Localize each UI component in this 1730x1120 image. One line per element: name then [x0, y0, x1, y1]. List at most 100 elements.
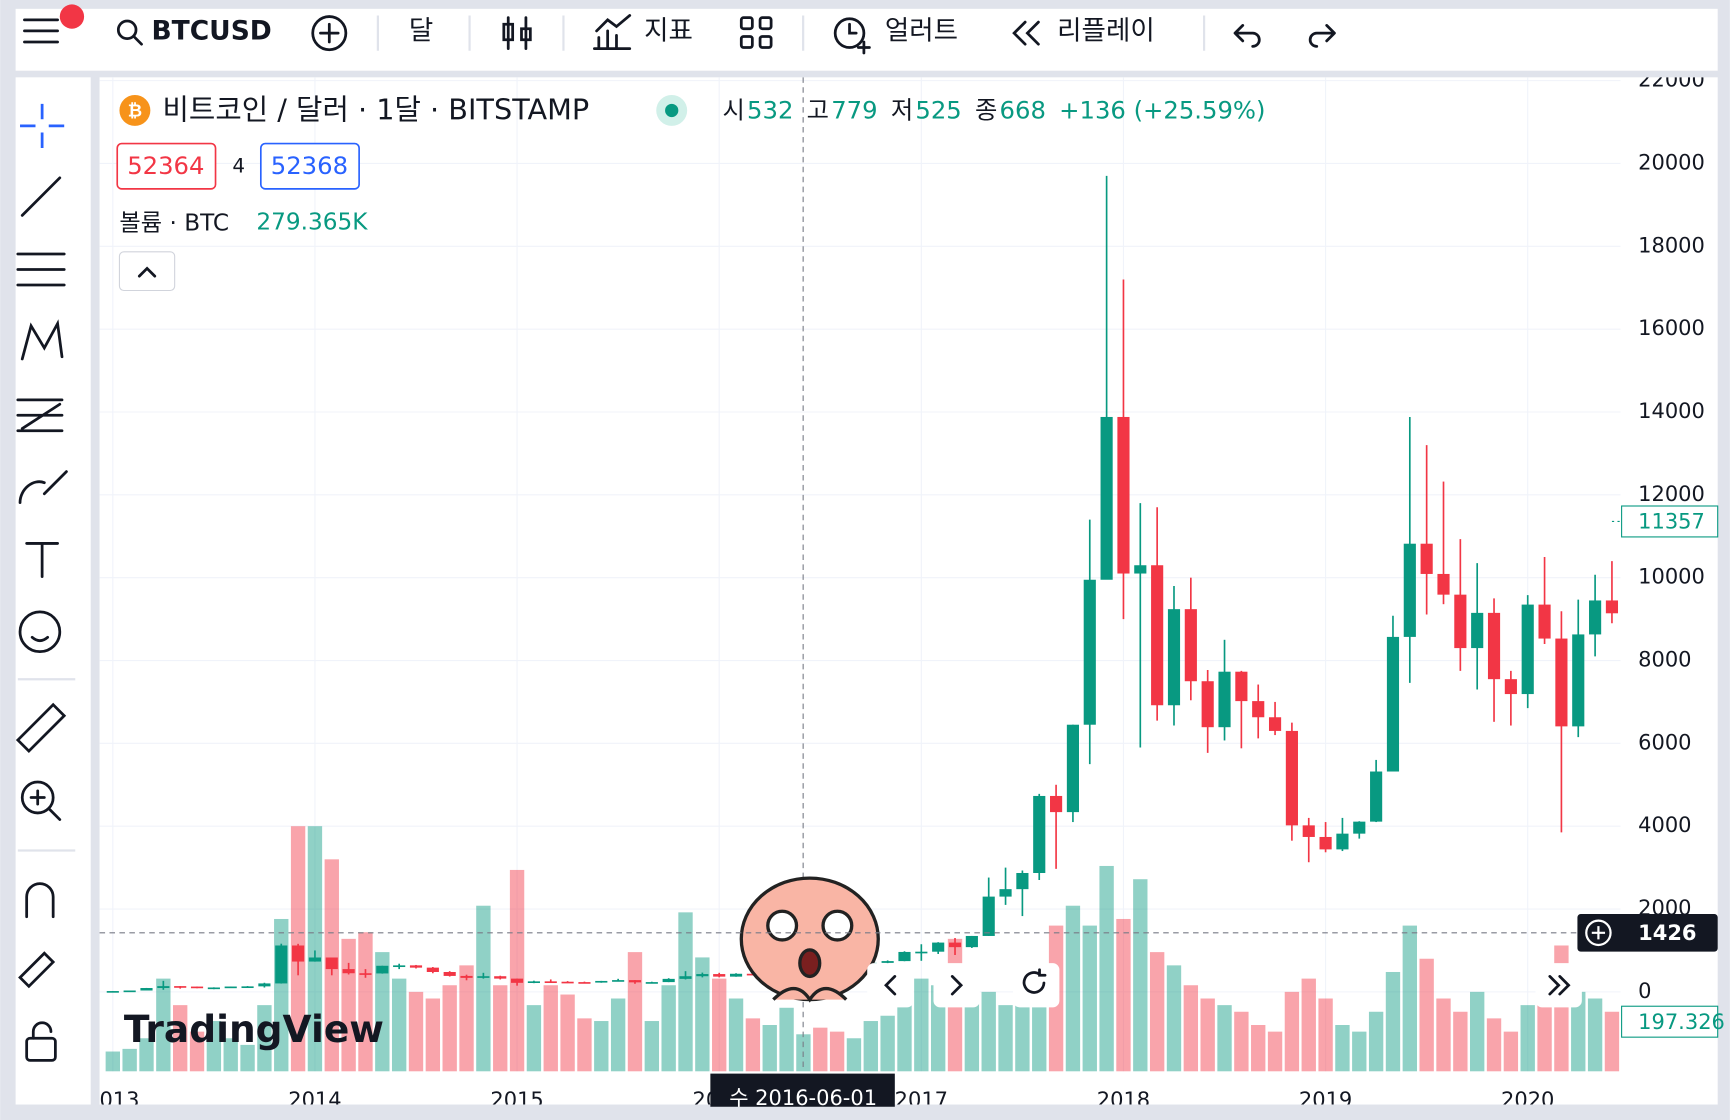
undo[interactable] [1233, 24, 1261, 48]
buy-button[interactable] [259, 142, 360, 190]
volume-bar [897, 998, 912, 1072]
last-volume-label: 197.326 [1638, 1010, 1725, 1034]
candle-body [1605, 600, 1619, 614]
volume-bar [375, 952, 390, 1072]
candle-body [1167, 609, 1181, 706]
volume-bar [391, 978, 407, 1072]
y-tick-label: 20000 [1638, 150, 1705, 174]
symbol-search[interactable]: BTCUSD [116, 16, 272, 47]
buy-price: 52368 [271, 151, 348, 180]
candle-body [460, 975, 473, 978]
candle-body [494, 976, 507, 979]
volume-bar [1402, 925, 1417, 1072]
alert-button[interactable]: 얼러트 [833, 16, 958, 55]
volume-bar [1571, 991, 1586, 1072]
toolbar-dividers [17, 678, 76, 852]
candle-body [1319, 836, 1332, 850]
volume-bar [1436, 998, 1451, 1072]
layouts[interactable] [739, 16, 773, 49]
collapse-button[interactable] [118, 251, 176, 292]
candle-body [881, 961, 894, 963]
coin-glyph: ₿ [128, 102, 142, 122]
volume-bar [560, 994, 575, 1072]
spread: 4 [232, 154, 245, 177]
last-price-label: 11357 [1638, 510, 1705, 534]
replay-button[interactable]: 리플레이 [1012, 16, 1155, 47]
menu-button[interactable] [23, 4, 85, 44]
candle-body [1134, 565, 1147, 574]
volume-bar [156, 978, 171, 1072]
volume-bar [661, 985, 676, 1072]
crosshair-date-box [710, 1073, 895, 1107]
tool-icons[interactable] [15, 103, 68, 1062]
x-tick-label: 2020 [1501, 1088, 1554, 1112]
compare-button[interactable] [311, 15, 348, 52]
candle-body [1370, 771, 1383, 822]
add-alert-icon[interactable] [1585, 919, 1612, 947]
volume-bar [1419, 958, 1434, 1072]
x-tick-label: 2015 [490, 1088, 543, 1112]
candle-body [1083, 579, 1096, 725]
candle-body [696, 974, 709, 977]
volume-bar [1604, 1011, 1620, 1072]
toolbar-dividers [376, 15, 1206, 51]
candle-body [207, 987, 220, 990]
candle-body [1589, 600, 1602, 635]
volume-bar [1470, 991, 1485, 1072]
candle-body [612, 980, 625, 982]
volume-bar [173, 1005, 188, 1072]
candle-body [1252, 701, 1265, 718]
market-status-dot [665, 103, 679, 118]
candle-body [376, 965, 389, 974]
candle-body [140, 988, 153, 991]
y-tick-label: 12000 [1638, 482, 1705, 506]
indicators-button[interactable]: 지표 [593, 14, 693, 50]
y-tick-label: 6000 [1638, 730, 1691, 754]
candle-body [561, 981, 574, 984]
volume-bar [1537, 998, 1552, 1072]
ohlc-values: 시 532 고 779 저 525 종 668 +136 (+25.59%) [723, 96, 1266, 125]
volume-bar [594, 1021, 609, 1072]
crosshair-price-box [1577, 914, 1718, 952]
candle-body [965, 935, 978, 948]
grid [99, 77, 1621, 1072]
candle-body [1033, 795, 1046, 873]
candle-body [915, 951, 928, 954]
candle-body [595, 980, 608, 983]
y-tick-label: 8000 [1638, 648, 1691, 672]
candle-body [325, 957, 338, 970]
redo[interactable] [1308, 24, 1336, 48]
chart-type[interactable] [502, 16, 532, 50]
ohlc-label: 저 [891, 96, 913, 125]
volume-bar [1453, 1011, 1468, 1072]
volume-bar [358, 932, 373, 1072]
candle-body [1386, 636, 1400, 772]
volume-bar [695, 957, 710, 1072]
volume-bar [1284, 991, 1300, 1072]
volume-bar [1335, 1025, 1350, 1072]
nav-buttons[interactable] [867, 963, 1582, 1008]
ohlc-label: 종 [975, 96, 997, 125]
y-tick-label: 14000 [1638, 399, 1705, 423]
interval[interactable]: 달 [409, 16, 433, 47]
y-tick-label: 16000 [1638, 316, 1705, 340]
volume-bar [1082, 925, 1097, 1072]
candle-body [662, 978, 675, 983]
candle-body [1117, 416, 1130, 574]
volume-bar [1520, 1005, 1535, 1072]
candle-body [679, 976, 692, 979]
volume-bar [829, 1031, 845, 1072]
candle-body [932, 942, 945, 952]
volume-bar [998, 1005, 1013, 1072]
legend-title: 비트코인 / 달러 · 1달 · BITSTAMP [163, 93, 590, 127]
candle-body [1538, 604, 1551, 639]
candle-body [1100, 416, 1113, 580]
volume-bar [863, 1021, 878, 1072]
add-alert-plus [1591, 926, 1606, 940]
volume-bar [1149, 952, 1165, 1072]
candle-body [1218, 671, 1231, 728]
sell-button[interactable] [116, 142, 217, 190]
top-toolbar [15, 8, 1718, 71]
volume-bar [1065, 905, 1081, 1072]
y-tick-label: 22000 [1638, 68, 1705, 92]
